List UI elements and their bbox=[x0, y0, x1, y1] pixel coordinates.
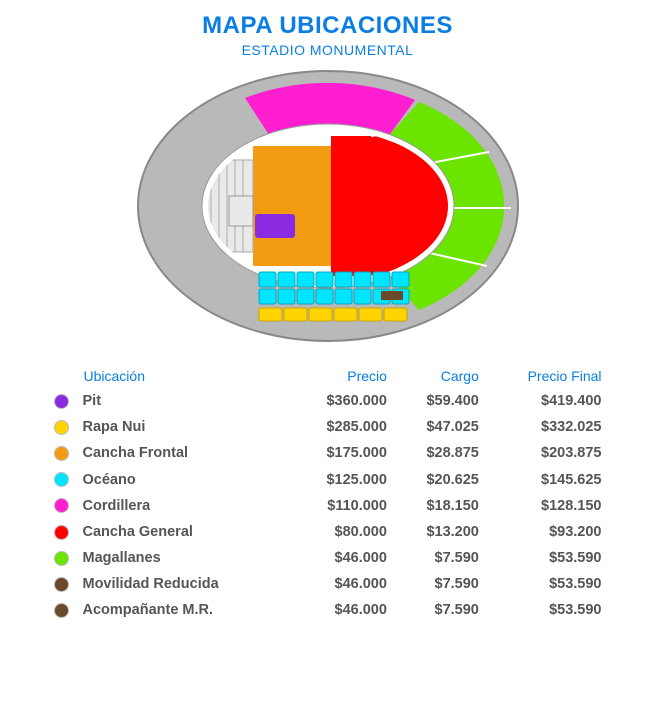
location-label: Magallanes bbox=[83, 550, 161, 566]
location-label: Acompañante M.R. bbox=[83, 603, 214, 619]
color-dot bbox=[54, 525, 69, 540]
section-cancha-frontal bbox=[253, 146, 335, 266]
price-row: Magallanes $46.000$7.590$53.590 bbox=[48, 545, 608, 571]
price-row-location: Cancha Frontal bbox=[48, 440, 290, 466]
oceano-seat bbox=[316, 289, 333, 304]
location-label: Movilidad Reducida bbox=[83, 576, 219, 592]
rapa-seat bbox=[259, 308, 282, 321]
price-row-location: Cancha General bbox=[48, 519, 290, 545]
price-row: Cancha General $80.000$13.200$93.200 bbox=[48, 519, 608, 545]
location-label: Océano bbox=[83, 472, 136, 488]
oceano-seat bbox=[354, 289, 371, 304]
color-dot bbox=[54, 420, 69, 435]
cargo-cell: $13.200 bbox=[393, 519, 485, 545]
rapa-seat bbox=[284, 308, 307, 321]
cargo-cell: $28.875 bbox=[393, 440, 485, 466]
rapa-seat bbox=[309, 308, 332, 321]
cargo-cell: $7.590 bbox=[393, 545, 485, 571]
location-label: Cancha General bbox=[83, 524, 193, 540]
page-subtitle: ESTADIO MONUMENTAL bbox=[0, 42, 655, 58]
section-pit bbox=[255, 214, 295, 238]
cargo-cell: $7.590 bbox=[393, 571, 485, 597]
title-block: MAPA UBICACIONES ESTADIO MONUMENTAL bbox=[0, 0, 655, 58]
oceano-seat bbox=[392, 272, 409, 287]
final-cell: $419.400 bbox=[485, 388, 608, 414]
oceano-seat bbox=[316, 272, 333, 287]
cargo-cell: $7.590 bbox=[393, 597, 485, 623]
price-cell: $285.000 bbox=[290, 414, 393, 440]
oceano-seat bbox=[278, 272, 295, 287]
stadium-svg bbox=[133, 66, 523, 346]
price-row: Acompañante M.R. $46.000$7.590$53.590 bbox=[48, 597, 608, 623]
price-row: Cancha Frontal $175.000$28.875$203.875 bbox=[48, 440, 608, 466]
final-cell: $53.590 bbox=[485, 571, 608, 597]
oceano-seat bbox=[259, 289, 276, 304]
header-cargo: Cargo bbox=[393, 364, 485, 388]
header-precio-final: Precio Final bbox=[485, 364, 608, 388]
price-row: Pit $360.000$59.400$419.400 bbox=[48, 388, 608, 414]
color-dot bbox=[54, 603, 69, 618]
oceano-seat bbox=[373, 272, 390, 287]
color-dot bbox=[54, 577, 69, 592]
oceano-seat bbox=[354, 272, 371, 287]
stage-platform bbox=[229, 196, 253, 226]
price-row-location: Cordillera bbox=[48, 493, 290, 519]
oceano-seat bbox=[335, 289, 352, 304]
location-label: Cancha Frontal bbox=[83, 446, 189, 462]
section-cancha-general-patch bbox=[331, 136, 371, 276]
page-title: MAPA UBICACIONES bbox=[0, 12, 655, 40]
color-dot bbox=[54, 472, 69, 487]
final-cell: $128.150 bbox=[485, 493, 608, 519]
cargo-cell: $47.025 bbox=[393, 414, 485, 440]
final-cell: $145.625 bbox=[485, 467, 608, 493]
price-cell: $175.000 bbox=[290, 440, 393, 466]
stadium-map bbox=[0, 66, 655, 346]
location-label: Cordillera bbox=[83, 498, 151, 514]
price-row-location: Rapa Nui bbox=[48, 414, 290, 440]
color-dot bbox=[54, 551, 69, 566]
price-table-header-row: Ubicación Precio Cargo Precio Final bbox=[48, 364, 608, 388]
price-cell: $46.000 bbox=[290, 571, 393, 597]
price-table: Ubicación Precio Cargo Precio Final Pit $… bbox=[48, 364, 608, 624]
price-cell: $360.000 bbox=[290, 388, 393, 414]
location-label: Rapa Nui bbox=[83, 419, 146, 435]
final-cell: $53.590 bbox=[485, 545, 608, 571]
color-dot bbox=[54, 394, 69, 409]
rapa-seat bbox=[384, 308, 407, 321]
price-cell: $80.000 bbox=[290, 519, 393, 545]
header-precio: Precio bbox=[290, 364, 393, 388]
oceano-seat bbox=[278, 289, 295, 304]
oceano-seat bbox=[259, 272, 276, 287]
price-row-location: Acompañante M.R. bbox=[48, 597, 290, 623]
rapa-seat bbox=[334, 308, 357, 321]
price-cell: $46.000 bbox=[290, 545, 393, 571]
price-row: Movilidad Reducida $46.000$7.590$53.590 bbox=[48, 571, 608, 597]
cargo-cell: $59.400 bbox=[393, 388, 485, 414]
final-cell: $53.590 bbox=[485, 597, 608, 623]
price-cell: $46.000 bbox=[290, 597, 393, 623]
price-row-location: Magallanes bbox=[48, 545, 290, 571]
price-row-location: Movilidad Reducida bbox=[48, 571, 290, 597]
color-dot bbox=[54, 446, 69, 461]
price-row: Rapa Nui $285.000$47.025$332.025 bbox=[48, 414, 608, 440]
price-cell: $125.000 bbox=[290, 467, 393, 493]
rapa-seat bbox=[359, 308, 382, 321]
price-cell: $110.000 bbox=[290, 493, 393, 519]
price-row-location: Pit bbox=[48, 388, 290, 414]
section-mr bbox=[381, 291, 403, 300]
oceano-seat bbox=[335, 272, 352, 287]
final-cell: $93.200 bbox=[485, 519, 608, 545]
cargo-cell: $20.625 bbox=[393, 467, 485, 493]
header-ubicacion: Ubicación bbox=[48, 364, 290, 388]
final-cell: $203.875 bbox=[485, 440, 608, 466]
location-label: Pit bbox=[83, 393, 102, 409]
cargo-cell: $18.150 bbox=[393, 493, 485, 519]
color-dot bbox=[54, 498, 69, 513]
price-row: Cordillera $110.000$18.150$128.150 bbox=[48, 493, 608, 519]
price-row-location: Océano bbox=[48, 467, 290, 493]
final-cell: $332.025 bbox=[485, 414, 608, 440]
oceano-seat bbox=[297, 289, 314, 304]
price-row: Océano $125.000$20.625$145.625 bbox=[48, 467, 608, 493]
oceano-seat bbox=[297, 272, 314, 287]
